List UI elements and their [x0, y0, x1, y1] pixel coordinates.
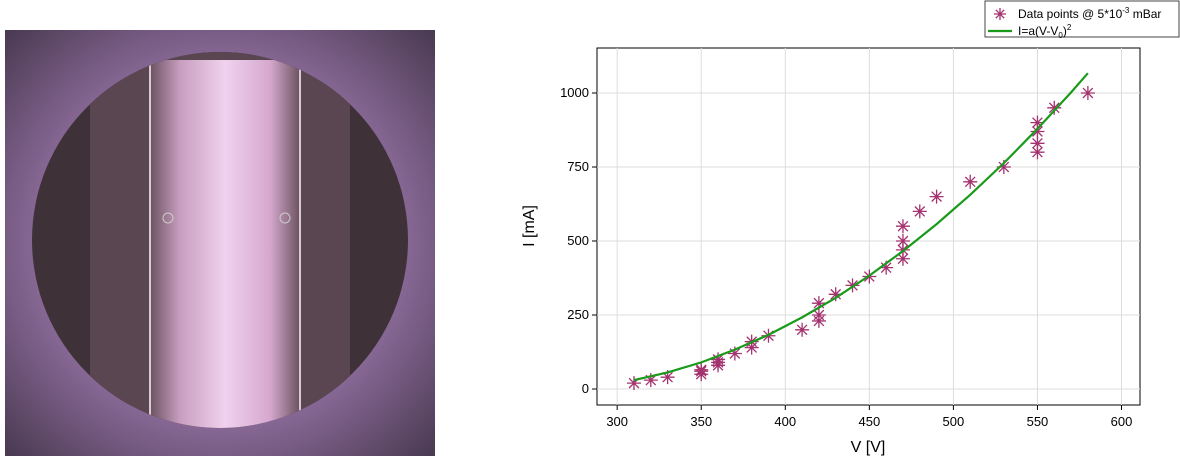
x-axis-label: V [V] [851, 439, 886, 456]
data-point [879, 260, 894, 275]
data-point [711, 352, 726, 367]
y-tick-label: 0 [582, 381, 589, 396]
data-point [694, 362, 709, 377]
data-point [1030, 145, 1045, 160]
y-axis-label: I [mA] [521, 205, 538, 247]
data-point [1030, 115, 1045, 130]
data-point [811, 296, 826, 311]
legend-text-part: ) [1063, 24, 1067, 38]
x-tick-label: 550 [1027, 414, 1049, 429]
data-point [1080, 85, 1095, 100]
data-point [1030, 136, 1045, 151]
legend-text-part: 0 [1058, 31, 1063, 40]
y-tick-label: 500 [567, 233, 589, 248]
data-point [1030, 124, 1045, 139]
data-point [660, 370, 675, 385]
data-point [643, 373, 658, 388]
legend-marker [994, 8, 1006, 20]
y-tick-label: 1000 [560, 85, 589, 100]
data-point [963, 174, 978, 189]
x-tick-label: 600 [1111, 414, 1133, 429]
data-point [895, 234, 910, 249]
legend-label: Data points @ 5*10-3 mBar [1018, 6, 1161, 21]
data-point [996, 160, 1011, 174]
data-point [795, 322, 810, 337]
y-tick-label: 750 [567, 159, 589, 174]
x-tick-label: 500 [943, 414, 965, 429]
data-point [828, 287, 843, 302]
plot-frame [596, 47, 1141, 406]
data-point [929, 189, 944, 204]
data-point [912, 204, 927, 219]
data-point [895, 219, 910, 234]
legend-box [984, 0, 1180, 38]
data-point [845, 278, 860, 293]
x-tick-label: 300 [606, 414, 628, 429]
data-point [727, 346, 742, 361]
data-point [626, 376, 641, 391]
photo [5, 30, 435, 456]
fit-line [633, 72, 1089, 382]
data-point [1047, 100, 1062, 115]
data-point [895, 251, 910, 266]
data-point [811, 308, 826, 323]
y-tick-label: 250 [567, 307, 589, 322]
legend-text-part: 2 [1067, 23, 1072, 32]
x-tick-label: 400 [774, 414, 796, 429]
legend-text-part: I=a(V-V [1018, 24, 1058, 38]
legend-text-part: Data points @ 5*10 [1018, 7, 1123, 21]
x-tick-label: 350 [690, 414, 712, 429]
x-tick-label: 450 [858, 414, 880, 429]
legend-label: I=a(V-V0)2 [1018, 23, 1072, 40]
legend-text-part: mBar [1129, 7, 1161, 21]
legend-text-part: -3 [1122, 6, 1130, 15]
